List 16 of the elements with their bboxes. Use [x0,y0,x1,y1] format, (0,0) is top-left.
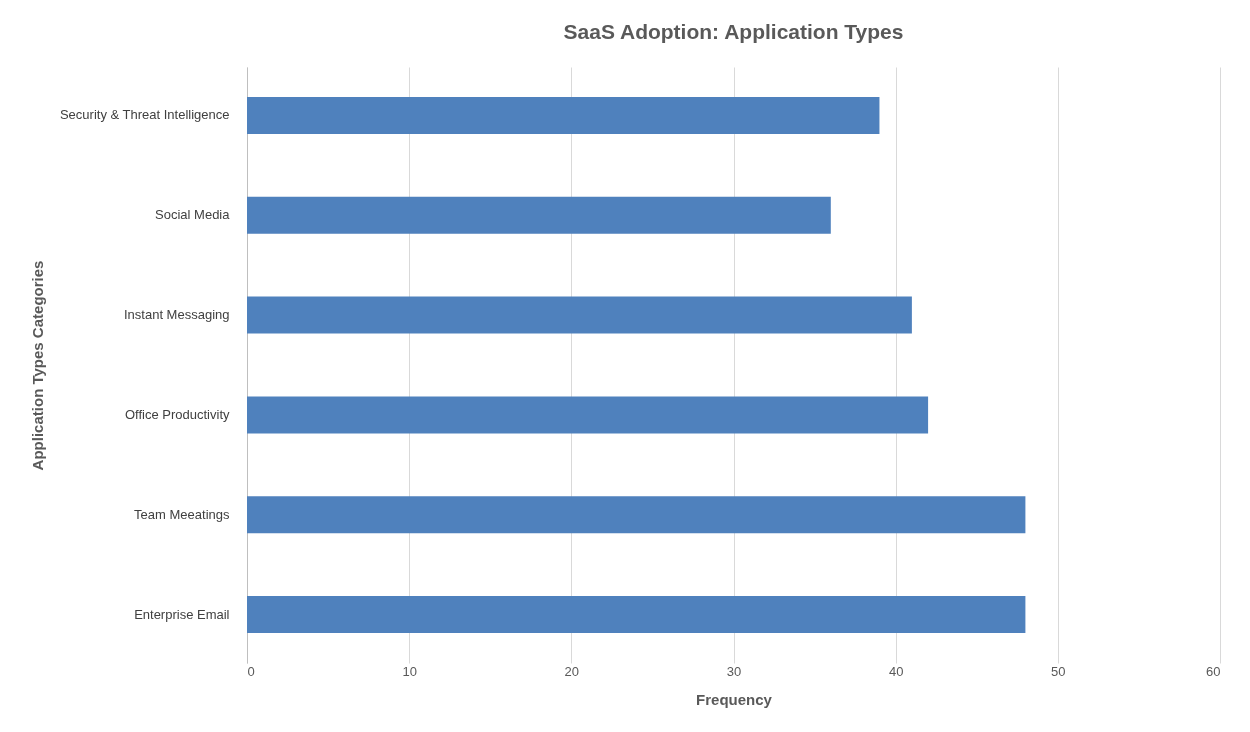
x-tick-label: 50 [1051,663,1066,679]
y-tick-label: Security & Threat Intelligence [59,107,230,123]
y-tick-label: Team Meeatings [134,506,230,522]
chart-title: SaaS Adoption: Application Types [563,20,904,43]
x-tick-label: 30 [726,663,742,679]
y-tick-label: Office Productivity [124,406,230,422]
y-axis-title: Application Types Categories [28,260,46,471]
x-tick-label: 20 [564,663,580,679]
x-axis-title: Frequency [696,690,773,708]
y-tick-label: Instant Messaging [123,307,230,323]
x-tick-label: 0 [247,663,255,679]
x-tick-label: 40 [888,663,904,679]
y-tick-label: Enterprise Email [134,606,230,622]
y-tick-label: Social Media [155,207,231,223]
x-tick-label: 10 [402,663,417,679]
x-tick-label: 60 [1206,663,1221,679]
